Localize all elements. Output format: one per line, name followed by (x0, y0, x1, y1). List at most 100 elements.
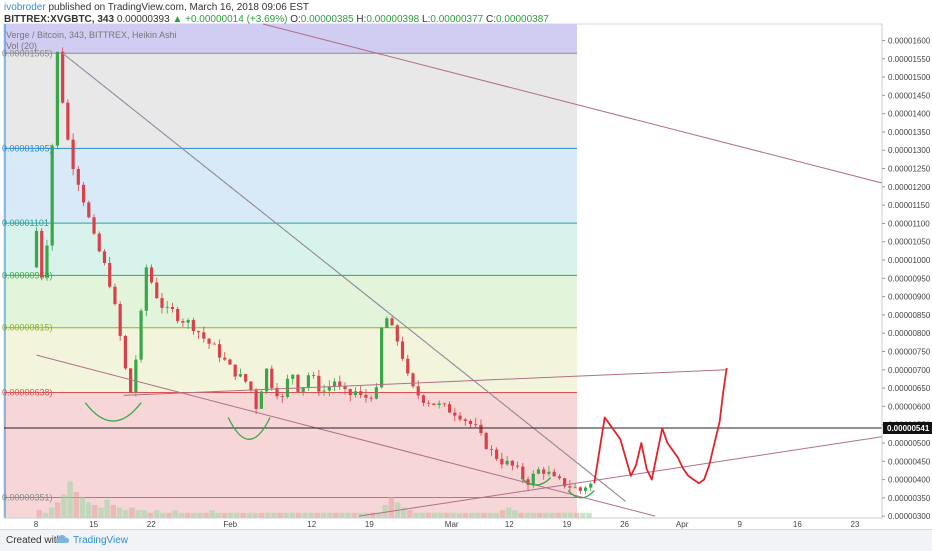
volume-bar (36, 510, 42, 518)
trend-line (358, 429, 926, 517)
volume-bar (567, 512, 574, 518)
candle-body (291, 374, 295, 379)
volume-bar (425, 512, 432, 518)
trend-line (262, 23, 926, 195)
high-label: H: (356, 14, 367, 25)
volume-bar (518, 512, 524, 518)
price-chart[interactable]: 0.00001565) 0.00001305) 0.00001101 0.000009… (0, 0, 932, 529)
volume-bar (493, 512, 500, 518)
candle-body (228, 359, 232, 365)
candle-body (71, 139, 75, 169)
volume-bar (320, 512, 327, 518)
price-tick-label: 0.00000400 (888, 476, 931, 485)
candle-body (212, 343, 216, 345)
volume-bar (499, 510, 506, 518)
candle-body (400, 341, 405, 359)
open-label: O: (290, 14, 301, 25)
candle-body (176, 308, 180, 322)
price-tick-label: 0.00000600 (888, 402, 931, 411)
fib-levels: 0.00001565) 0.00001305) 0.00001101 0.000009… (2, 24, 577, 518)
candle-body (244, 374, 248, 382)
tradingview-cloud-icon (56, 535, 69, 543)
candle-body (374, 387, 378, 399)
volume-bar (388, 497, 395, 518)
price-tick-label: 0.00000750 (888, 348, 931, 357)
support-curve (567, 490, 595, 499)
volume-bar (475, 512, 481, 518)
volume-bar (277, 512, 283, 518)
time-tick-label: 16 (793, 520, 802, 529)
volume-bar (79, 497, 86, 518)
volume-bar (184, 512, 191, 518)
candle-body (583, 487, 588, 491)
trend-line (62, 52, 618, 495)
price-tick-label: 0.00000700 (888, 366, 931, 375)
volume-bar (506, 507, 512, 518)
price-axis[interactable]: 0.00001600 0.00001550 0.00001500 0.00001450… (881, 24, 932, 521)
volume-bar (141, 510, 147, 518)
candle-body (458, 415, 462, 420)
open-value: 0.00000385 (300, 14, 354, 25)
candle-body (113, 286, 117, 305)
publish-line: ivobroder published on TradingView.com, … (4, 2, 549, 14)
price-tick-label: 0.00001050 (888, 238, 931, 247)
volume-bar (524, 512, 530, 518)
price-tick-label: 0.00000900 (888, 293, 931, 302)
price-tick-label: 0.00001100 (888, 219, 930, 228)
price-tick-label: 0.00001250 (888, 165, 931, 174)
volume-bar (580, 512, 586, 518)
candle-body (207, 338, 211, 344)
candle-body (531, 473, 535, 485)
price-tick-label: 0.00001600 (888, 36, 931, 45)
volume-bar (326, 512, 333, 518)
candle-body (249, 381, 253, 391)
volume-bar (314, 512, 320, 518)
time-tick-label: 9 (738, 520, 743, 529)
volume-bar (73, 492, 79, 518)
candle-body (353, 391, 358, 396)
candle-body (500, 458, 504, 465)
volume-bar (67, 481, 73, 518)
support-curve (227, 417, 271, 440)
candle-body (81, 184, 86, 203)
candle-body (254, 390, 258, 409)
price-tick-label: 0.00000800 (888, 329, 931, 338)
high-value: 0.00000398 (366, 14, 420, 25)
volume-bar (265, 512, 271, 518)
candle-body (108, 263, 112, 287)
candle-body (191, 320, 195, 332)
candle-body (275, 388, 279, 397)
price-axis-bg (882, 24, 932, 518)
author-link[interactable]: ivobroder (4, 2, 46, 13)
candle-body (223, 357, 227, 360)
published-text: published on TradingView.com, March 16, … (48, 2, 310, 13)
candle-body (134, 359, 138, 393)
chart-header: ivobroder published on TradingView.com, … (4, 2, 549, 26)
volume-bar (172, 510, 178, 518)
candle-body (479, 424, 483, 434)
candle-body (427, 402, 431, 404)
volume-bar (203, 512, 209, 518)
fib-zone (4, 327, 577, 393)
candle-body (285, 378, 290, 397)
volume-bar (382, 505, 388, 518)
volume-bar (333, 512, 339, 518)
tradingview-brand[interactable]: TradingView (73, 535, 129, 546)
created-with-text: Created with (6, 535, 63, 546)
candle-body (312, 375, 316, 377)
volume-bar (339, 512, 345, 518)
projection-line (593, 367, 728, 485)
candle-body (50, 145, 54, 246)
candle-body (170, 306, 175, 309)
volume-bar (147, 512, 154, 518)
candle-body (406, 358, 410, 374)
volume-bar (271, 512, 277, 518)
candle-body (45, 245, 49, 278)
candle-body (421, 395, 426, 403)
fib-zone (4, 148, 577, 224)
time-tick-label: 22 (147, 520, 156, 529)
time-axis[interactable]: 8 15 22 Feb 12 19 Mar 12 19 26 Apr 9 16 23 (4, 517, 882, 529)
time-tick-label: 12 (505, 520, 514, 529)
trend-lines (4, 23, 926, 517)
volume-bar (370, 512, 376, 518)
